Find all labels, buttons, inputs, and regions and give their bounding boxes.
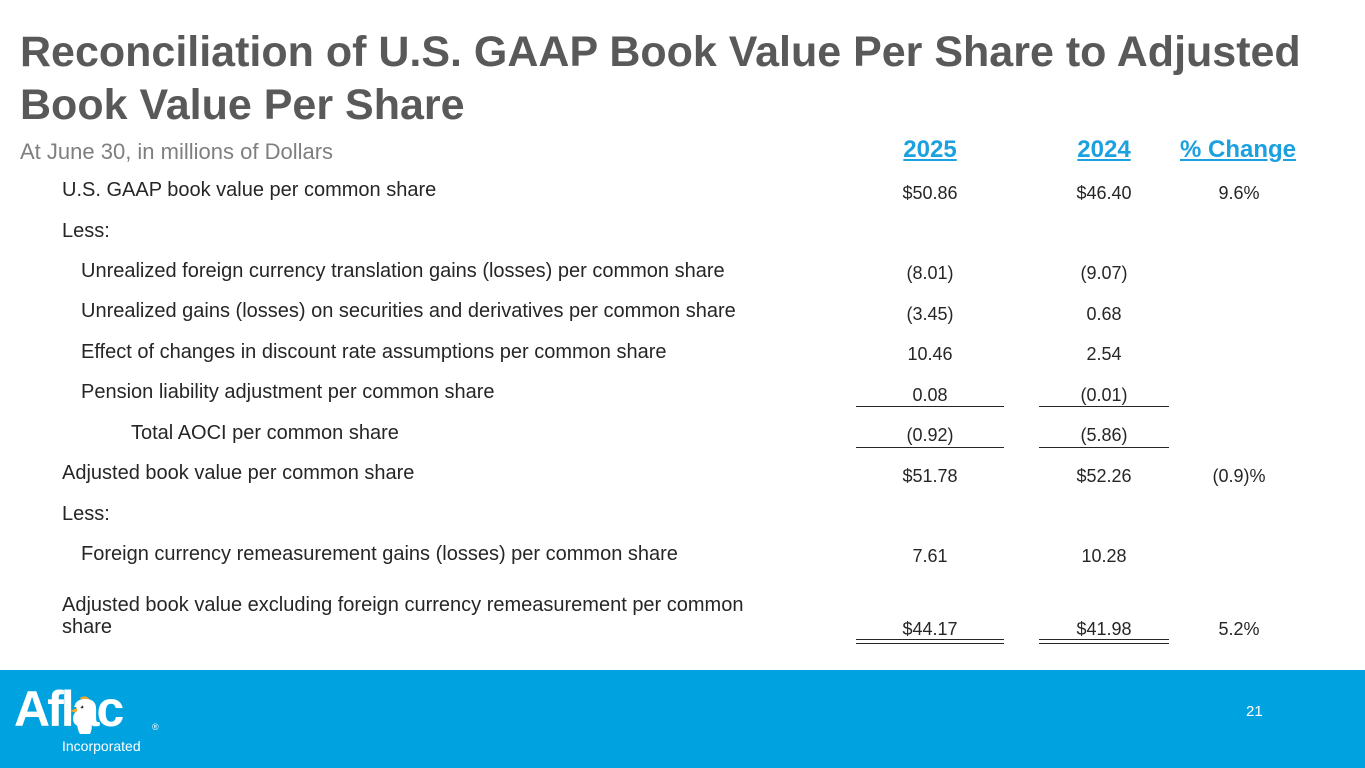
column-header-2025: 2025 [903, 136, 957, 163]
grand-total-double-rule [1039, 639, 1169, 644]
row-value-2024: $46.40 [1076, 183, 1132, 203]
row-value-2024: (9.07) [1080, 263, 1128, 283]
registered-mark: ® [152, 722, 159, 732]
subtotal-rule [1039, 406, 1169, 407]
row-value-2025: 7.61 [912, 546, 948, 566]
total-rule [1039, 447, 1169, 448]
grand-total-double-rule [856, 639, 1004, 644]
subtotal-rule [856, 406, 1004, 407]
row-value-change: 9.6% [1218, 183, 1260, 203]
row-value-2025: 0.08 [912, 385, 948, 405]
row-value-2024: (0.01) [1080, 385, 1128, 405]
logo-wordmark: Aflac [14, 681, 124, 737]
row-value-2025: (8.01) [906, 263, 954, 283]
row-value-2024: 0.68 [1086, 304, 1122, 324]
row-value-2025: (3.45) [906, 304, 954, 324]
row-value-2024: $41.98 [1076, 619, 1132, 639]
logo-incorporated: Incorporated [62, 738, 141, 754]
page-subtitle: At June 30, in millions of Dollars [20, 139, 334, 164]
row-label-total-aoci: Total AOCI per common share [131, 422, 399, 444]
row-value-change: (0.9)% [1212, 466, 1266, 486]
column-header-change: % Change [1179, 136, 1296, 163]
row-label-discount-rate: Effect of changes in discount rate assum… [81, 341, 667, 363]
page-title: Reconciliation of U.S. GAAP Book Value P… [20, 28, 1301, 129]
row-value-2024: $52.26 [1076, 466, 1132, 486]
column-header-2024: 2024 [1077, 136, 1131, 163]
row-label-fx-translation: Unrealized foreign currency translation … [81, 260, 725, 282]
row-label-fx-remeasurement: Foreign currency remeasurement gains (lo… [81, 543, 678, 565]
row-value-2024: (5.86) [1080, 425, 1128, 445]
row-label-adjusted-bv-ex-fx: Adjusted book value excluding foreign cu… [62, 594, 744, 616]
total-rule [856, 447, 1004, 448]
row-value-2025: $50.86 [902, 183, 958, 203]
row-label-less: Less: [62, 220, 110, 242]
page-number: 21 [1246, 703, 1263, 720]
row-value-2025: 10.46 [907, 344, 953, 364]
row-label-pension: Pension liability adjustment per common … [81, 381, 495, 403]
row-value-2025: (0.92) [906, 425, 954, 445]
row-value-2025: $51.78 [902, 466, 958, 486]
row-value-2024: 10.28 [1081, 546, 1127, 566]
row-label-adjusted-bv-ex-fx-cont: share [62, 616, 113, 638]
row-value-2024: 2.54 [1086, 344, 1122, 364]
row-label-adjusted-bv: Adjusted book value per common share [62, 462, 415, 484]
row-label-less: Less: [62, 503, 110, 525]
row-label-securities: Unrealized gains (losses) on securities … [81, 300, 736, 322]
row-value-change: 5.2% [1218, 619, 1260, 639]
duck-logo-icon [70, 696, 92, 734]
footer-bar [0, 670, 1365, 768]
row-label-gaap-bv: U.S. GAAP book value per common share [62, 179, 437, 201]
row-value-2025: $44.17 [902, 619, 958, 639]
